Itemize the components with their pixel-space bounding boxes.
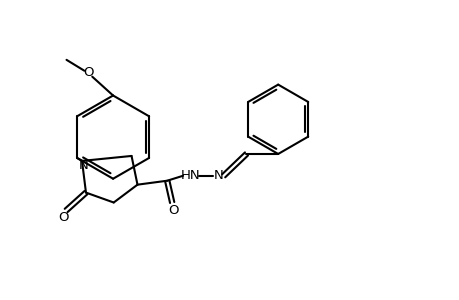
Text: HN: HN [181, 169, 201, 182]
Text: O: O [58, 211, 68, 224]
Text: O: O [83, 66, 93, 79]
Text: N: N [79, 159, 89, 172]
Text: O: O [168, 204, 178, 217]
Text: N: N [213, 169, 223, 182]
